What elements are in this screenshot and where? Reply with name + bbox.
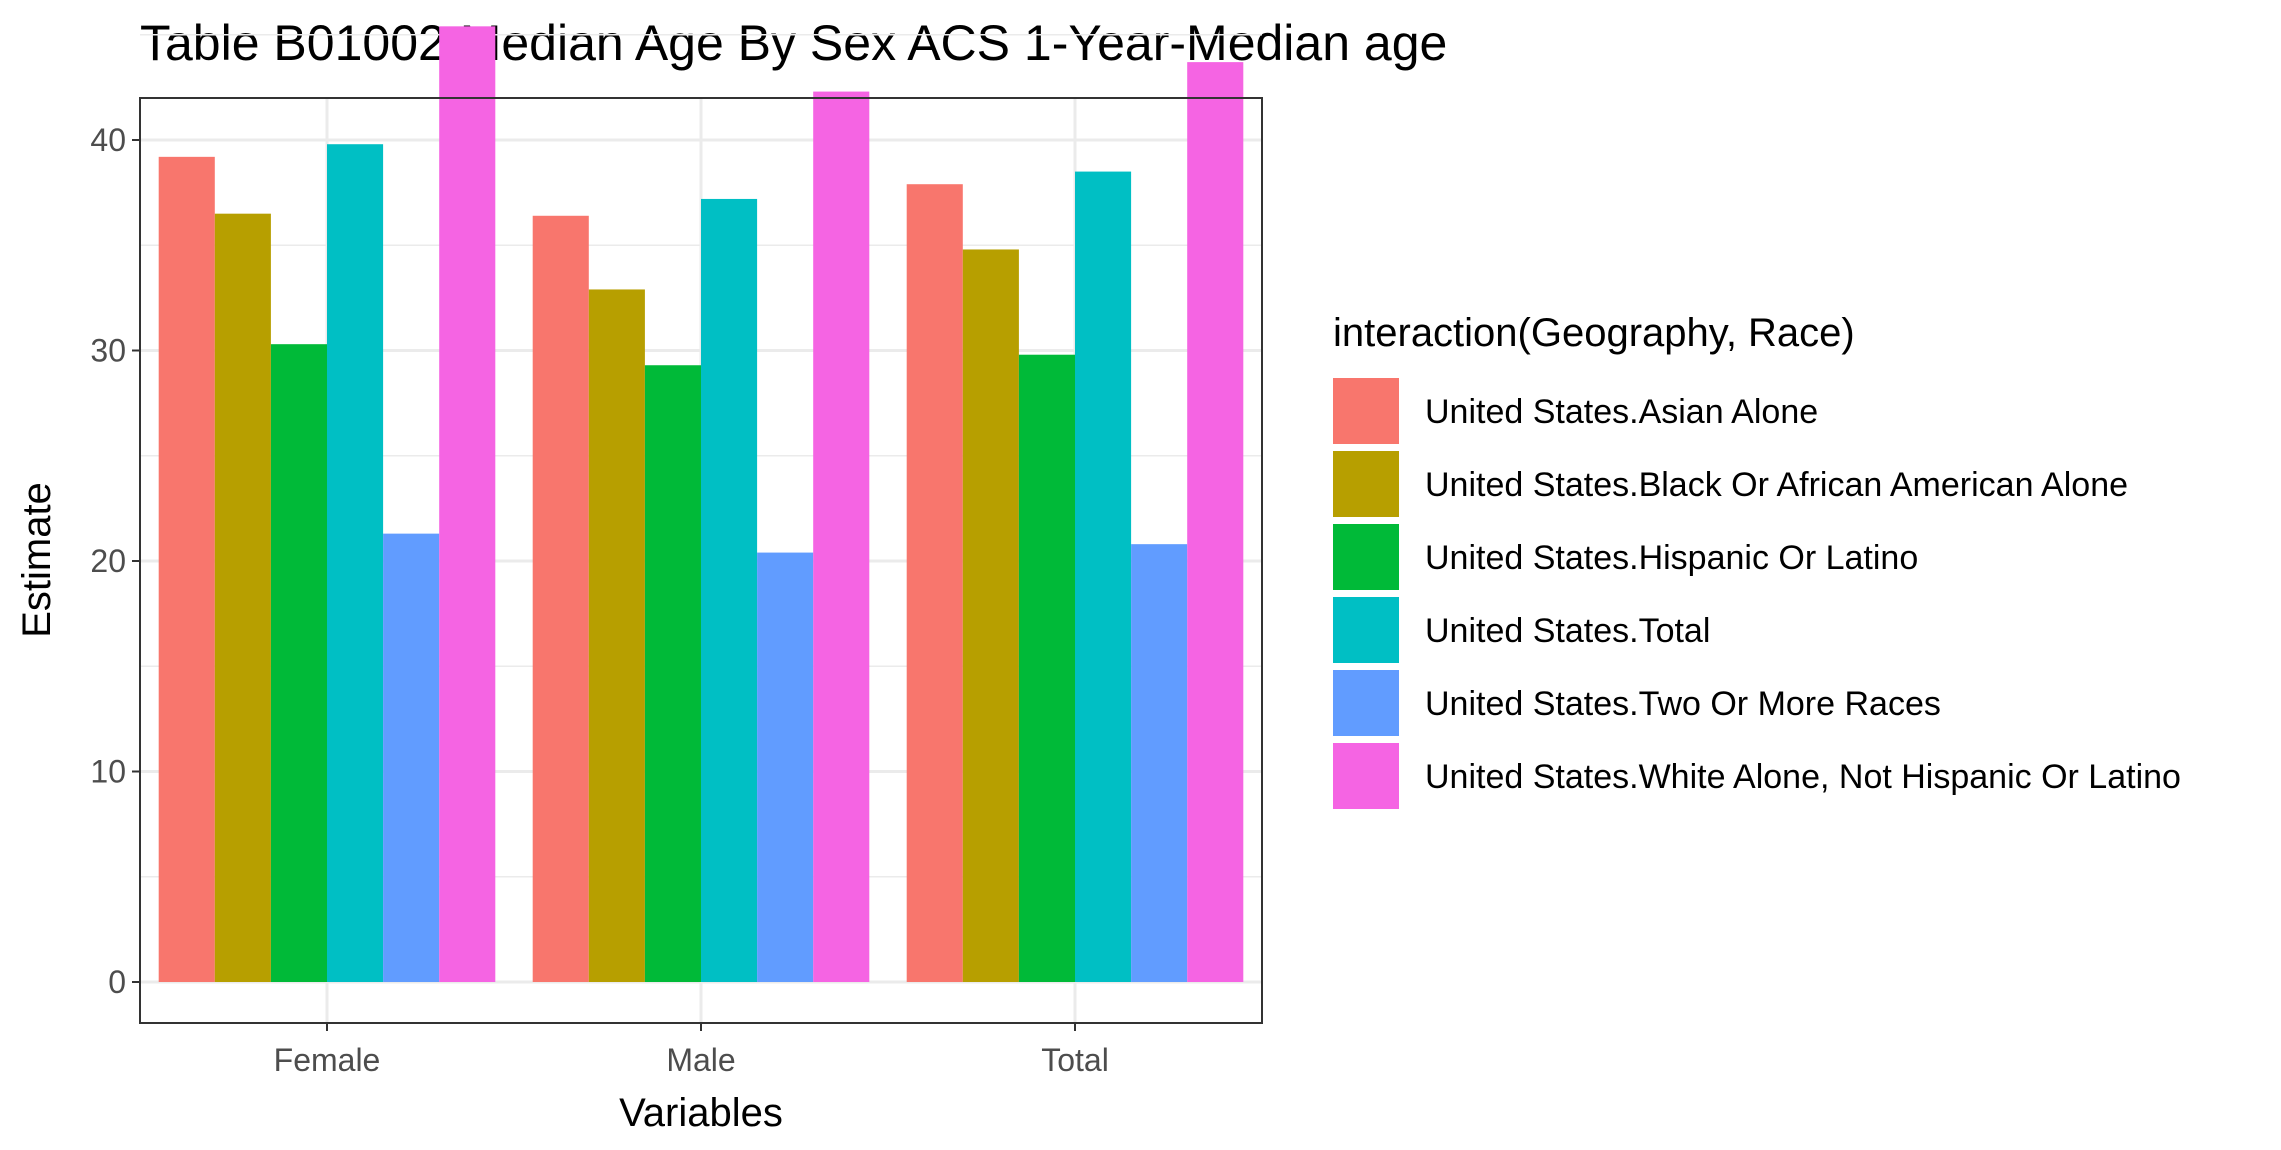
legend-key (1333, 524, 1399, 590)
legend-key (1333, 597, 1399, 663)
bar (158, 156, 215, 983)
legend-key (1333, 670, 1399, 736)
bar (532, 215, 589, 982)
bar (701, 198, 758, 982)
bar (813, 91, 870, 982)
bar (757, 552, 814, 982)
legend-items: United States.Asian Alone United States.B… (1333, 378, 2181, 809)
bar (962, 249, 1019, 982)
bar (214, 213, 271, 983)
legend-label: United States.Asian Alone (1425, 393, 1818, 431)
y-tick-label: 20 (90, 543, 126, 579)
y-tick-label: 0 (108, 964, 126, 1000)
legend-key (1333, 743, 1399, 809)
legend-label: United States.Black Or African American … (1425, 466, 2128, 504)
legend-label: United States.White Alone, Not Hispanic … (1425, 758, 2181, 796)
bar (327, 144, 384, 982)
legend-label: United States.Total (1425, 612, 1710, 650)
x-tick-label: Total (1041, 1042, 1109, 1078)
y-tick-label: 10 (90, 754, 126, 790)
bar (383, 533, 440, 982)
bar (588, 289, 645, 983)
x-tick-label: Male (666, 1042, 735, 1078)
y-axis: 0 10 20 30 40 (90, 122, 140, 1000)
chart-title: Table B01002 Median Age By Sex ACS 1-Yea… (140, 15, 1447, 71)
bar (1018, 354, 1075, 983)
legend-key (1333, 378, 1399, 444)
y-tick-label: 30 (90, 333, 126, 369)
x-tick-label: Female (274, 1042, 381, 1078)
legend-label: United States.Hispanic Or Latino (1425, 539, 1918, 577)
y-tick-label: 40 (90, 122, 126, 158)
bar (1187, 62, 1244, 983)
bar (270, 344, 327, 982)
bar (644, 365, 701, 982)
legend-label: United States.Two Or More Races (1425, 685, 1941, 723)
x-axis-title: Variables (619, 1091, 783, 1135)
y-axis-title: Estimate (15, 482, 59, 638)
bar (439, 26, 496, 982)
bars (158, 26, 1244, 983)
bar (1131, 544, 1188, 982)
legend: interaction(Geography, Race) United Stat… (1333, 311, 2181, 809)
legend-key (1333, 451, 1399, 517)
bar (1075, 171, 1132, 982)
legend-title: interaction(Geography, Race) (1333, 311, 1855, 355)
bar (906, 184, 963, 982)
x-axis: Female Male Total (274, 1023, 1109, 1078)
